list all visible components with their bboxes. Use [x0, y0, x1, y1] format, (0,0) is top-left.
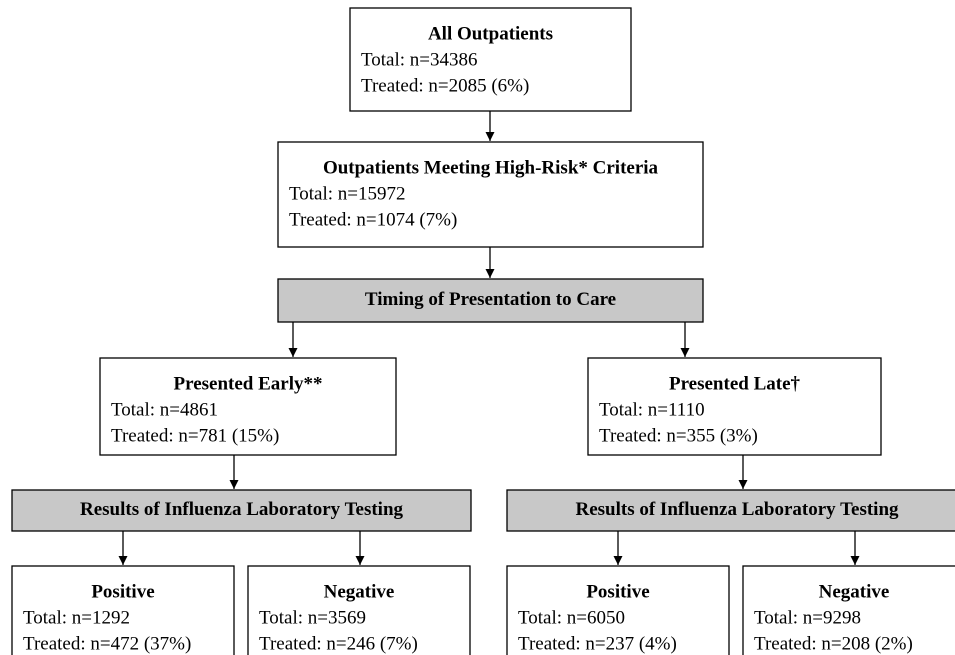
node-line: Total: n=1110: [599, 399, 705, 420]
node-title: All Outpatients: [428, 23, 553, 44]
node-line: Treated: n=781 (15%): [111, 425, 279, 446]
header-box: [11, 489, 472, 532]
node-line: Treated: n=2085 (6%): [361, 75, 529, 96]
node-line: Treated: n=1074 (7%): [289, 209, 457, 230]
node-line: Total: n=15972: [289, 183, 406, 204]
node-line: Treated: n=237 (4%): [518, 633, 677, 654]
node-line: Total: n=4861: [111, 399, 218, 420]
node-line: Treated: n=472 (37%): [23, 633, 191, 654]
node-title: Negative: [819, 581, 890, 602]
node-line: Total: n=9298: [754, 607, 861, 628]
node-title: Presented Early**: [174, 373, 323, 394]
node-box: [587, 357, 882, 456]
node-title: Presented Late†: [669, 373, 801, 394]
node-line: Treated: n=208 (2%): [754, 633, 913, 654]
node-box: [247, 565, 471, 655]
header-box: [506, 489, 955, 532]
node-line: Treated: n=246 (7%): [259, 633, 418, 654]
node-box: [11, 565, 235, 655]
node-title: Positive: [586, 581, 649, 602]
node-title: Results of Influenza Laboratory Testing: [575, 499, 899, 520]
node-box: [99, 357, 397, 456]
node-line: Total: n=3569: [259, 607, 366, 628]
node-line: Total: n=34386: [361, 49, 478, 70]
node-title: Negative: [324, 581, 395, 602]
node-box: [742, 565, 955, 655]
node-line: Treated: n=355 (3%): [599, 425, 758, 446]
node-box: [277, 141, 704, 248]
node-title: Timing of Presentation to Care: [365, 289, 616, 310]
node-line: Total: n=6050: [518, 607, 625, 628]
node-box: [349, 7, 632, 112]
node-title: Positive: [91, 581, 154, 602]
header-box: [277, 278, 704, 323]
node-line: Total: n=1292: [23, 607, 130, 628]
node-title: Results of Influenza Laboratory Testing: [80, 499, 404, 520]
node-title: Outpatients Meeting High-Risk* Criteria: [323, 157, 659, 178]
node-box: [506, 565, 730, 655]
